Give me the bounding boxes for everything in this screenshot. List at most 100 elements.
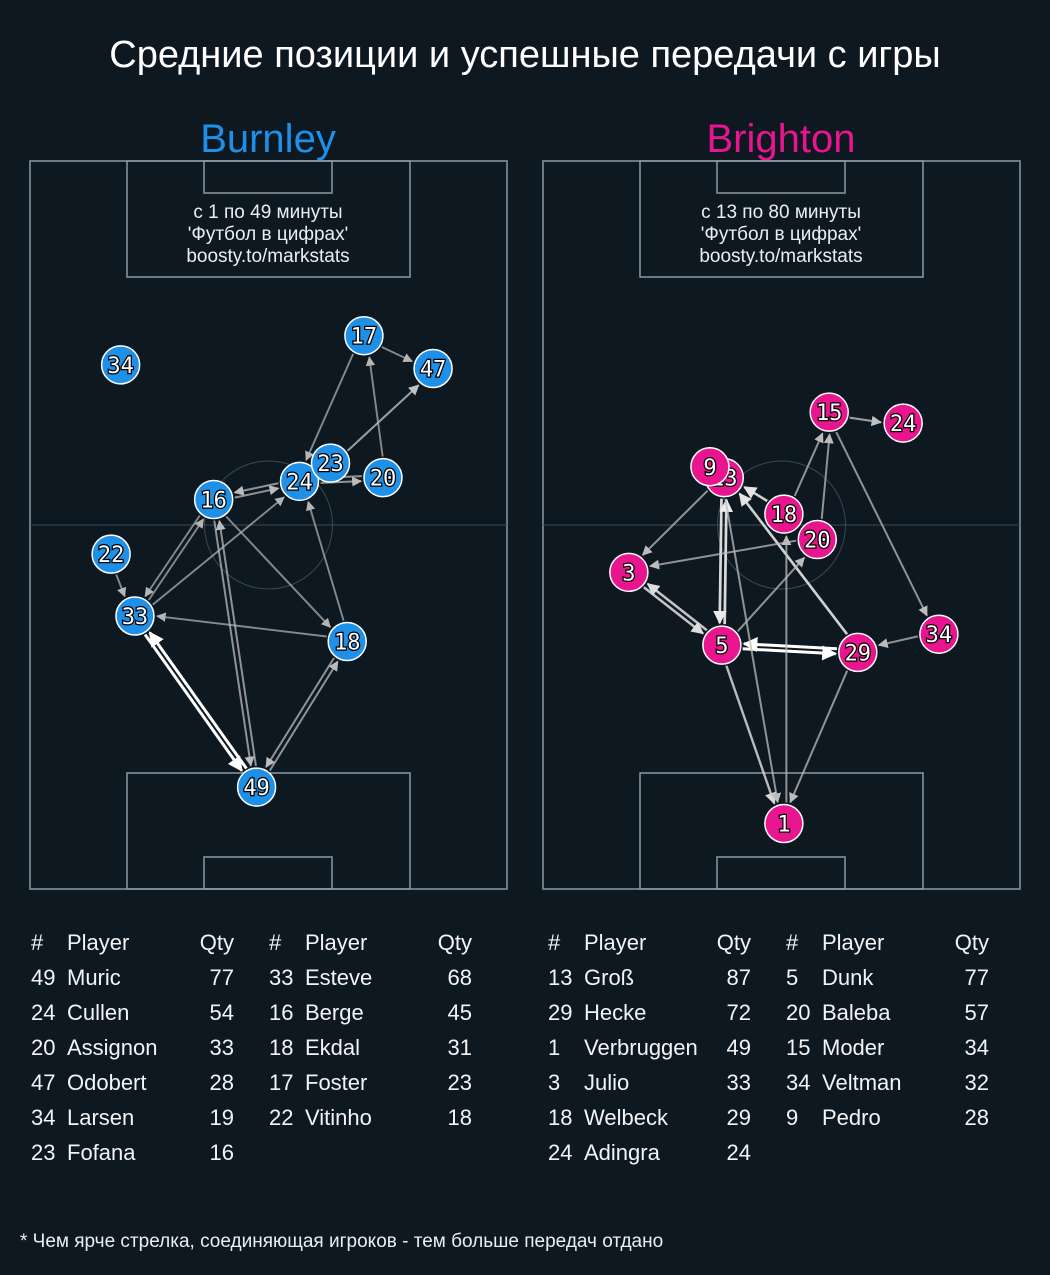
player-node-47: 47: [413, 348, 453, 389]
table-row: 33 Esteve 68: [269, 965, 472, 1000]
player-dot: [919, 614, 959, 654]
player-qty: 49: [726, 1035, 751, 1060]
table-burnley-right: # Player Qty 33 Esteve 68 16 Berge 45 18 Ekdal 31 17…: [269, 930, 472, 1140]
player-markers: 152934320181391524: [609, 392, 959, 844]
table-row: 49 Muric 77: [31, 965, 234, 1000]
player-qty: 33: [726, 1070, 751, 1095]
table-row: 23 Fofana 16: [31, 1140, 234, 1175]
pass-arrows: [115, 346, 420, 772]
table-row: 29 Hecke 72: [548, 1000, 751, 1035]
player-qty: 57: [964, 1000, 989, 1025]
table-header-row: # Player Qty: [31, 930, 234, 965]
header-num: #: [31, 930, 44, 955]
player-name: Vitinho: [305, 1105, 372, 1130]
table-row: 16 Berge 45: [269, 1000, 472, 1035]
player-qty: 18: [447, 1105, 472, 1130]
player-qty: 33: [209, 1035, 234, 1060]
pass-arrow-49-33: [148, 631, 248, 770]
player-dot: [609, 552, 649, 593]
player-dot: [690, 447, 730, 487]
player-node-3: 3: [609, 552, 649, 593]
player-num: 22: [269, 1105, 294, 1130]
pass-arrow-49-18: [268, 660, 339, 772]
table-row: 15 Moder 34: [786, 1035, 989, 1070]
pass-arrow-18-24: [306, 500, 345, 621]
info-burnley: с 1 по 49 минуты 'Футбол в цифрах' boost…: [29, 202, 507, 268]
player-number: 29: [845, 641, 872, 666]
player-num: 29: [548, 1000, 573, 1025]
player-number: 3: [622, 561, 635, 586]
pass-arrow-33-49: [143, 633, 244, 772]
player-num: 33: [269, 965, 294, 990]
pass-arrow-29-1: [789, 670, 849, 804]
player-num: 1: [548, 1035, 561, 1060]
player-name: Verbruggen: [584, 1035, 698, 1060]
player-node-20: 20: [797, 519, 838, 560]
player-num: 17: [269, 1070, 294, 1095]
player-dot: [363, 457, 403, 498]
player-num: 3: [548, 1070, 561, 1095]
player-node-18: 18: [327, 621, 367, 662]
pass-arrows: [642, 415, 928, 805]
player-num: 13: [548, 965, 573, 990]
player-node-22: 22: [91, 534, 131, 574]
pass-arrow-18-13: [743, 485, 768, 503]
table-header-row: # Player Qty: [269, 930, 472, 965]
player-dot: [764, 803, 804, 844]
player-node-5: 5: [702, 625, 742, 665]
table-row: 24 Adingra 24: [548, 1140, 751, 1175]
table-row: 24 Cullen 54: [31, 1000, 234, 1035]
header-num: #: [548, 930, 561, 955]
player-name: Foster: [305, 1070, 368, 1095]
player-qty: 32: [964, 1070, 989, 1095]
pass-arrow-13-5: [713, 498, 727, 625]
player-num: 34: [31, 1105, 56, 1130]
table-row: 20 Assignon 33: [31, 1035, 234, 1070]
six-yard-box-top: [203, 160, 333, 194]
table-row: 18 Ekdal 31: [269, 1035, 472, 1070]
six-yard-box-top: [716, 160, 846, 194]
pass-arrow-33-24: [152, 496, 285, 606]
pass-arrow-20-17: [365, 356, 384, 457]
header-qty: Qty: [437, 930, 472, 955]
pass-arrow-16-24: [234, 485, 280, 499]
player-name: Larsen: [67, 1105, 135, 1130]
player-num: 5: [786, 965, 799, 990]
team-name-burnley: Burnley: [200, 117, 336, 161]
player-qty: 31: [447, 1035, 472, 1060]
pass-arrow-33-16: [147, 518, 205, 601]
table-row: 22 Vitinho 18: [269, 1105, 472, 1140]
player-dot: [327, 621, 367, 662]
table-brighton-right: # Player Qty 5 Dunk 77 20 Baleba 57 15 Moder 34 34 Ve…: [786, 930, 989, 1140]
player-num: 16: [269, 1000, 294, 1025]
player-number: 16: [200, 489, 227, 514]
player-name: Cullen: [67, 1000, 130, 1025]
table-row: 9 Pedro 28: [786, 1105, 989, 1140]
player-dot: [115, 596, 155, 636]
player-node-16: 16: [193, 479, 234, 520]
player-number: 18: [334, 630, 361, 655]
player-node-49: 49: [236, 767, 277, 807]
pass-arrow-18-33: [156, 612, 327, 638]
period-label: с 1 по 49 минуты: [193, 202, 343, 223]
pass-arrow-34-29: [877, 635, 919, 649]
player-num: 34: [786, 1070, 811, 1095]
player-num: 47: [31, 1070, 56, 1095]
player-node-15: 15: [809, 392, 849, 432]
footnote: * Чем ярче стрелка, соединяющая игроков …: [20, 1231, 664, 1252]
player-name: Adingra: [584, 1140, 660, 1165]
table-brighton-left: # Player Qty 13 Groß 87 29 Hecke 72 1 Verbruggen 49…: [548, 930, 751, 1175]
header-qty: Qty: [954, 930, 989, 955]
player-number: 17: [351, 325, 378, 350]
six-yard-box-bottom: [203, 856, 333, 890]
player-node-23: 23: [310, 443, 351, 483]
player-number: 5: [715, 634, 728, 659]
player-number: 34: [926, 623, 953, 648]
player-node-17: 17: [344, 315, 384, 356]
player-dot: [797, 519, 838, 560]
player-qty: 72: [726, 1000, 751, 1025]
player-dot: [100, 345, 141, 385]
player-name: Pedro: [822, 1105, 881, 1130]
